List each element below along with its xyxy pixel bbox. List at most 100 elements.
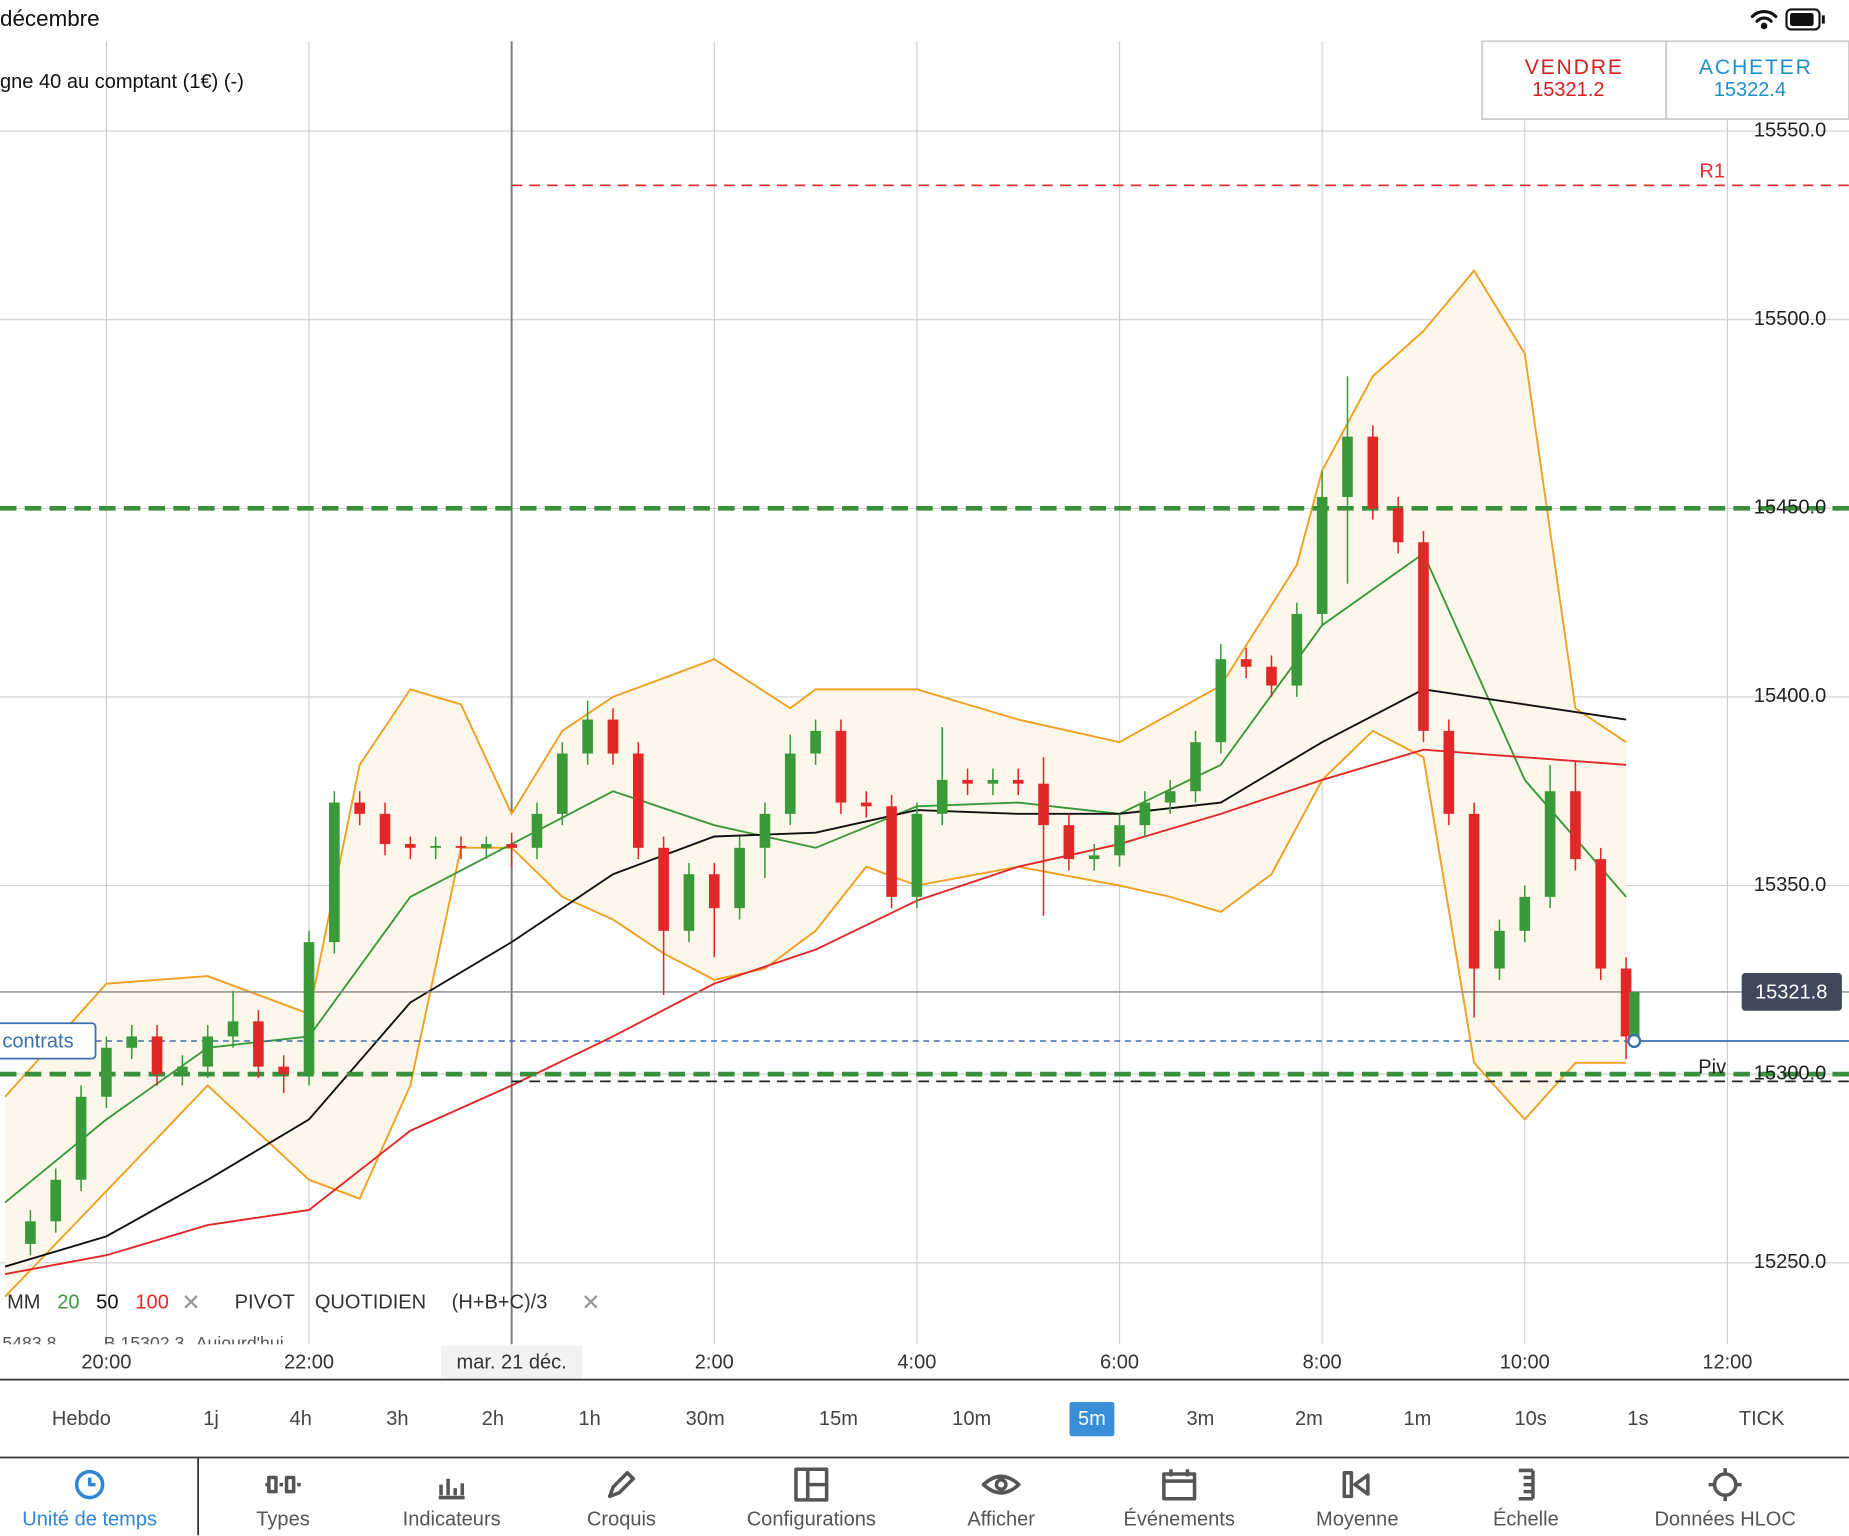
timeframe-button[interactable]: 30m [686,1408,725,1430]
timeframe-button[interactable]: 10s [1514,1408,1546,1430]
candle-body [75,1096,87,1180]
candle-body [1544,791,1556,897]
pivot-legend-item: PIVOT [235,1291,295,1313]
candle-body [1468,813,1480,969]
timeframe-label: 2h [482,1408,504,1430]
candle-body [1190,742,1201,792]
candle-body [1114,825,1125,856]
close-pivot-legend[interactable] [584,1295,598,1309]
y-tick-label: 15400.0 [1754,685,1826,707]
timeframe-label: TICK [1739,1408,1785,1430]
candle-body [177,1066,188,1075]
candle-body [506,844,517,848]
timeframe-button[interactable]: Hebdo [52,1408,111,1430]
timeframe-button[interactable]: 3h [386,1408,408,1430]
band-upper [4,269,1627,1098]
timeframe-label: 15m [819,1408,858,1430]
timeframe-button[interactable]: 15m [819,1408,858,1430]
toolbar-button[interactable]: Données HLOC [1654,1468,1796,1530]
position-marker [1627,1033,1642,1049]
timeframe-label: 3m [1187,1408,1215,1430]
toolbar-label: Données HLOC [1654,1508,1795,1530]
y-tick-label: 15300.0 [1754,1062,1826,1084]
candle-body [430,845,441,848]
toolbar-button[interactable]: Moyenne [1316,1471,1398,1530]
ma-legend-label: MM [7,1291,40,1313]
buy-button[interactable]: ACHETER 15322.4 [1665,40,1849,120]
toolbar-button[interactable]: Échelle [1493,1468,1559,1530]
x-tick-label: 6:00 [1100,1351,1139,1373]
candle-body [1215,659,1227,743]
timeframe-label: 5m [1078,1408,1106,1430]
toolbar-label: Indicateurs [403,1508,501,1530]
candle-body [1012,779,1024,784]
candle-body [784,753,796,814]
candle-body [126,1036,138,1048]
candle-body [683,874,695,931]
toolbar-label: Moyenne [1316,1508,1398,1530]
candle-body [911,813,923,897]
toolbar-button[interactable]: Afficher [967,1474,1035,1530]
sell-button[interactable]: VENDRE 15321.2 [1481,40,1668,120]
candle-body [987,779,999,784]
toolbar-label: Croquis [587,1508,656,1530]
band-shading [5,270,1627,1297]
timeframe-button[interactable]: TICK [1739,1408,1785,1430]
ma-legend-period: 100 [135,1291,168,1313]
timeframe-label: Hebdo [52,1408,111,1430]
toolbar-label: Échelle [1493,1507,1559,1530]
timeframe-label: 1h [578,1408,600,1430]
toolbar-icon [1342,1471,1370,1499]
status-title: décembre [0,6,100,31]
timeframe-button[interactable]: 3m [1187,1408,1215,1430]
toolbar-button[interactable]: Configurations [747,1467,876,1530]
buy-price: 15322.4 [1714,79,1786,101]
timeframe-button[interactable]: 5m [1069,1402,1115,1437]
sell-price: 15321.2 [1532,79,1604,101]
toolbar-button[interactable]: Unité de temps [22,1469,157,1531]
candle-body [151,1036,163,1075]
candle-body [1418,542,1429,731]
timeframe-button[interactable]: 2m [1295,1408,1323,1430]
candle-body [607,719,619,754]
instrument-name: gne 40 au comptant (1€) (-) [0,71,244,93]
timeframe-button[interactable]: 10m [952,1408,991,1430]
x-tick-label: mar. 21 déc. [457,1351,567,1373]
plot: R1 Piv contrats 15250.0 15300.0 15350.0 15400.… [0,41,1849,1380]
ma-legend-period: 20 [57,1291,79,1313]
toolbar-label: Types [256,1508,309,1530]
pivot-level-label: R1 [1699,161,1725,183]
candle-body [658,847,669,931]
x-tick-label: 22:00 [284,1351,334,1373]
x-tick-label: 10:00 [1500,1351,1550,1373]
timeframe-button[interactable]: 1j [203,1408,219,1430]
candle-body [1494,930,1505,969]
toolbar-icon [794,1467,829,1502]
candle-body [1628,991,1640,1037]
toolbar-button[interactable]: Types [256,1475,310,1531]
candle-body [835,730,847,803]
toolbar-button[interactable]: Indicateurs [403,1478,501,1531]
toolbar-icon [74,1469,105,1500]
toolbar-button[interactable]: Événements [1124,1469,1235,1530]
close-ma-legend[interactable] [184,1295,198,1309]
toolbar-icon [981,1474,1021,1495]
timeframe-button[interactable]: 1m [1403,1408,1431,1430]
y-tick-label: 15350.0 [1754,874,1826,896]
toolbar-button[interactable]: Croquis [587,1471,656,1530]
timeframe-button[interactable]: 2h [482,1408,504,1430]
candle-body [1443,730,1455,814]
timeframe-button[interactable]: 1s [1627,1408,1648,1430]
candle-body [1266,666,1277,686]
x-tick-label: 12:00 [1702,1351,1752,1373]
pivot-legend-item: QUOTIDIEN [315,1291,426,1313]
candle-body [1316,496,1328,614]
candle-body [1139,802,1151,826]
candle-body [1164,791,1176,803]
timeframe-button[interactable]: 4h [290,1408,312,1430]
timeframe-button[interactable]: 1h [578,1408,600,1430]
date-label-box [440,1345,583,1379]
pivot-legend-item: (H+B+C)/3 [452,1291,548,1313]
candle-body [329,802,340,943]
